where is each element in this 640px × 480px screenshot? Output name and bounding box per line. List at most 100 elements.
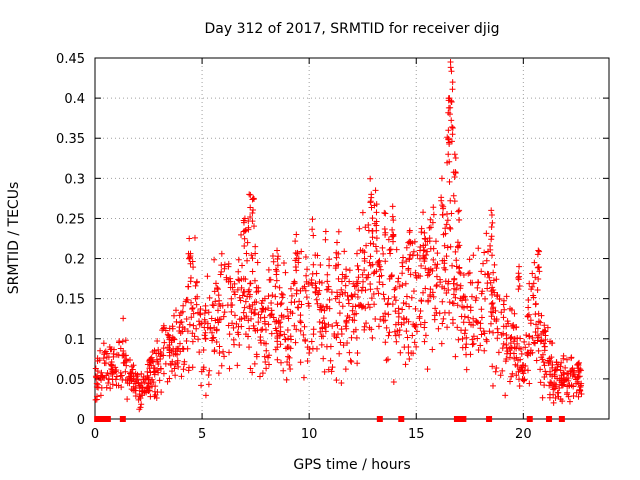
data-point	[430, 293, 437, 300]
data-point	[291, 322, 298, 329]
data-point	[492, 368, 499, 375]
data-point	[274, 256, 281, 263]
data-point	[455, 208, 462, 215]
data-point	[432, 261, 439, 268]
y-axis-label: SRMTID / TECUs	[6, 182, 22, 295]
data-point	[263, 347, 270, 354]
data-point	[228, 308, 235, 315]
data-point	[325, 366, 332, 373]
data-point	[508, 306, 515, 313]
data-point	[520, 362, 527, 369]
data-point	[238, 315, 245, 322]
data-point	[166, 349, 173, 356]
data-point	[187, 274, 194, 281]
data-point	[346, 349, 353, 356]
data-point	[206, 294, 213, 301]
data-point	[500, 330, 507, 337]
data-point	[400, 254, 407, 261]
data-point	[550, 386, 557, 393]
data-point	[355, 266, 362, 273]
data-point	[489, 382, 496, 389]
data-point	[384, 300, 391, 307]
data-point	[211, 256, 218, 263]
data-point	[133, 376, 140, 383]
data-point	[225, 322, 232, 329]
data-point	[188, 299, 195, 306]
data-point	[375, 290, 382, 297]
data-point	[247, 191, 254, 198]
data-point	[500, 340, 507, 347]
data-point	[494, 293, 501, 300]
data-point	[508, 345, 515, 352]
gap-marker	[99, 416, 106, 422]
data-point	[265, 321, 272, 328]
data-point	[446, 141, 453, 148]
data-point	[272, 283, 279, 290]
data-point	[467, 279, 474, 286]
data-point	[355, 287, 362, 294]
axis-ticks: 0 0.05 0.1 0.15 0.2 0.25 0.3 0.35 0.4 0.45 0 5 10 15 2…	[56, 52, 609, 442]
data-point	[241, 304, 248, 311]
data-point	[491, 261, 498, 268]
data-point	[563, 376, 570, 383]
data-point	[376, 279, 383, 286]
x-axis-label: GPS time / hours	[293, 457, 410, 473]
data-point	[396, 331, 403, 338]
data-point	[249, 255, 256, 262]
data-point	[536, 248, 543, 255]
data-point	[278, 359, 285, 366]
data-point	[544, 324, 551, 331]
data-point	[266, 276, 273, 283]
data-point	[312, 280, 319, 287]
data-point	[276, 284, 283, 291]
data-point	[455, 336, 462, 343]
data-point	[460, 272, 467, 279]
data-point	[444, 324, 451, 331]
data-point	[212, 298, 219, 305]
data-point	[347, 357, 354, 364]
data-point	[202, 302, 209, 309]
data-point	[336, 350, 343, 357]
x-tick-label: 10	[301, 427, 318, 442]
data-point	[403, 300, 410, 307]
data-point	[93, 396, 100, 403]
data-point	[442, 230, 449, 237]
data-point	[417, 273, 424, 280]
data-point	[409, 252, 416, 259]
data-point	[146, 387, 153, 394]
data-point	[448, 68, 455, 75]
data-point	[372, 187, 379, 194]
data-point	[214, 307, 221, 314]
data-point	[231, 288, 238, 295]
data-point	[349, 303, 356, 310]
data-point	[313, 345, 320, 352]
data-point	[252, 250, 259, 257]
data-point	[568, 367, 575, 374]
data-point	[201, 324, 208, 331]
data-point	[282, 269, 289, 276]
data-point	[358, 304, 365, 311]
data-point	[516, 263, 523, 270]
data-point	[433, 273, 440, 280]
data-point	[456, 207, 463, 214]
data-point	[380, 250, 387, 257]
data-point	[284, 344, 291, 351]
data-point	[93, 380, 100, 387]
data-point	[534, 325, 541, 332]
data-point	[451, 275, 458, 282]
data-point	[390, 378, 397, 385]
data-point	[539, 394, 546, 401]
gap-marker	[546, 416, 553, 422]
data-point	[541, 322, 548, 329]
data-point	[559, 382, 566, 389]
data-point	[304, 266, 311, 273]
data-point	[256, 373, 263, 380]
data-point	[445, 278, 452, 285]
data-point	[351, 283, 358, 290]
data-point	[407, 238, 414, 245]
data-point	[381, 295, 388, 302]
data-point	[188, 314, 195, 321]
data-point	[359, 284, 366, 291]
data-point	[474, 284, 481, 291]
data-point	[537, 379, 544, 386]
